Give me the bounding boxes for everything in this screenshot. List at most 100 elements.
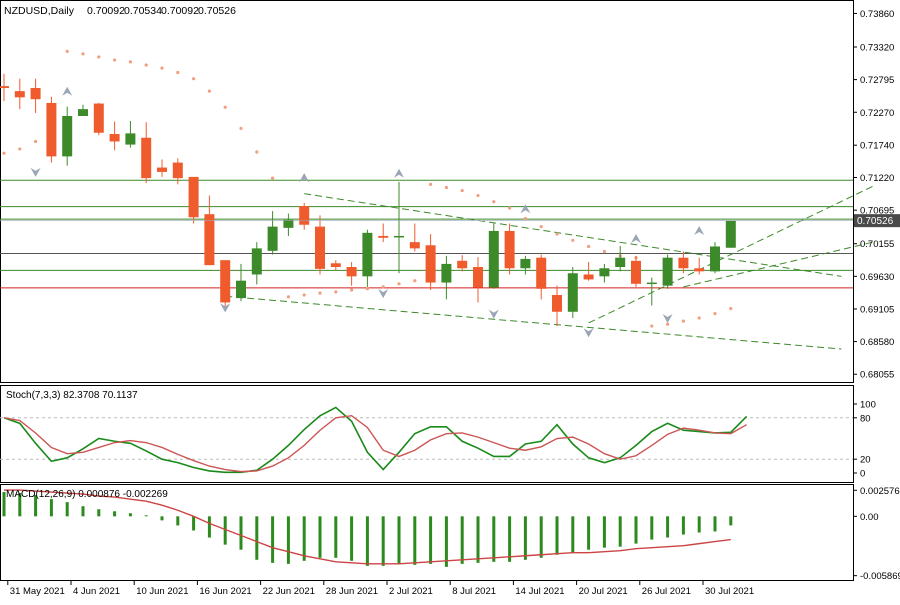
fractal-up-icon — [520, 204, 531, 214]
candle-body — [599, 268, 610, 277]
time-axis-label: 8 Jul 2021 — [452, 586, 496, 597]
current-price-tag: 0.70526 — [854, 214, 900, 228]
macd-axis-label: 0.00 — [860, 512, 879, 523]
macd-histogram-bar — [192, 516, 196, 531]
candle-body — [251, 248, 262, 275]
candle-body — [362, 232, 373, 277]
candle — [362, 229, 373, 287]
candle-body — [520, 258, 531, 269]
stoch-panel[interactable] — [0, 406, 853, 474]
macd-axis-label: 0.002576 — [860, 486, 900, 497]
macd-histogram-bar — [223, 516, 227, 545]
sar-dot — [476, 193, 480, 198]
sar-dot — [381, 285, 385, 289]
candle — [315, 215, 325, 275]
sar-dot — [65, 49, 69, 53]
sar-dot — [239, 126, 243, 131]
price-axis-label: 0.68580 — [860, 337, 894, 348]
macd-histogram-bar — [460, 516, 464, 564]
candle — [30, 78, 41, 113]
sar-dot — [460, 188, 464, 193]
macd-histogram-bar — [97, 509, 101, 517]
trend-line — [225, 295, 842, 350]
fractal-down-icon — [378, 289, 389, 299]
sar-dot — [587, 244, 591, 249]
sar-dot — [34, 139, 38, 144]
candle-body — [457, 260, 468, 269]
candle-body — [204, 214, 215, 266]
candle — [552, 285, 562, 327]
macd-histogram-bar — [634, 516, 638, 544]
macd-histogram-bar — [429, 516, 433, 564]
candle — [109, 121, 120, 151]
trend-line — [588, 185, 874, 324]
macd-histogram-bar — [128, 513, 132, 517]
sar-dot — [334, 290, 338, 294]
sar-dot — [207, 89, 211, 93]
candle-body — [694, 268, 705, 272]
sar-dot — [666, 322, 670, 326]
macd-histogram-bar — [587, 516, 591, 550]
macd-histogram-bar — [365, 516, 369, 566]
candle — [488, 223, 499, 289]
macd-histogram-bar — [239, 516, 243, 550]
sar-dot — [286, 295, 290, 299]
candle-body — [409, 242, 420, 249]
sar-dot — [539, 225, 543, 229]
macd-histogram-bar — [18, 493, 22, 517]
candle — [251, 242, 262, 285]
macd-histogram-bar — [444, 516, 448, 567]
stoch-axis-label: 20 — [860, 455, 871, 466]
candle — [62, 106, 73, 166]
candle-body — [631, 260, 641, 284]
candle — [694, 257, 705, 275]
time-axis-label: 22 Jun 2021 — [263, 586, 315, 597]
macd-histogram-bar — [713, 516, 717, 532]
candle-body — [378, 235, 389, 238]
sar-dot — [681, 319, 686, 323]
fractal-down-icon — [662, 313, 673, 323]
candle — [725, 220, 736, 248]
macd-histogram-bar — [286, 516, 290, 564]
macd-histogram-bar — [113, 511, 117, 517]
sar-dot — [255, 150, 259, 154]
candle — [78, 104, 88, 116]
fractal-up-icon — [62, 86, 73, 96]
macd-histogram-bar — [350, 516, 354, 561]
candle-body — [125, 133, 136, 145]
candle-body — [488, 230, 499, 288]
macd-panel-frame — [0, 484, 854, 581]
sar-dot — [650, 324, 654, 328]
candle — [236, 263, 246, 302]
panel-frames — [0, 0, 854, 581]
sar-dot — [413, 279, 417, 283]
price-axis-label: 0.71740 — [860, 141, 894, 152]
macd-histogram-bar — [207, 516, 211, 538]
fractal-up-icon — [694, 225, 705, 235]
candle — [425, 234, 436, 291]
macd-panel[interactable] — [2, 489, 733, 567]
stoch-title: Stoch(7,3,3) 82.3708 70.1137 — [6, 390, 138, 401]
sar-dot — [365, 287, 369, 291]
candle — [299, 202, 310, 230]
candle-body — [220, 260, 231, 303]
macd-signal-line — [4, 489, 731, 565]
candle — [330, 260, 341, 271]
price-panel[interactable] — [0, 49, 874, 350]
candle — [567, 267, 578, 318]
candle — [267, 211, 278, 255]
sar-dot — [302, 293, 306, 297]
candle-body — [46, 102, 57, 157]
candle — [378, 223, 389, 243]
macd-histogram-bar — [81, 506, 85, 517]
macd-histogram-bar — [539, 516, 543, 558]
time-axis-label: 20 Jul 2021 — [579, 586, 628, 597]
macd-histogram-bar — [397, 516, 401, 564]
current-price-tag-bg — [854, 214, 900, 228]
macd-histogram-bar — [65, 502, 69, 517]
macd-histogram-bar — [413, 516, 417, 565]
candle-body — [504, 230, 515, 269]
candle — [409, 223, 420, 252]
